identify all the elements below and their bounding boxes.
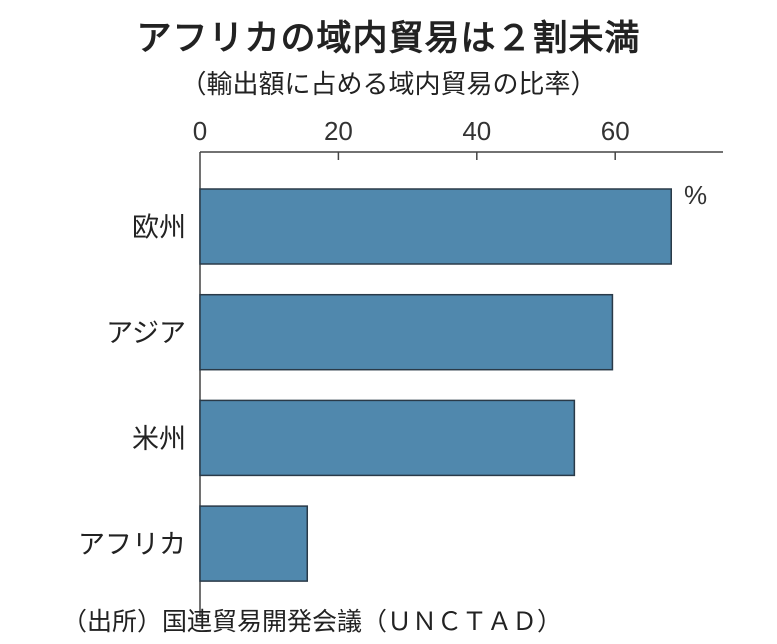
category-label: 欧州	[132, 213, 186, 244]
category-label: 米州	[132, 424, 186, 455]
chart-title: アフリカの域内貿易は２割未満	[136, 19, 641, 59]
bar-1	[199, 293, 614, 371]
x-tick-label: 20	[324, 116, 353, 146]
bar-0	[199, 188, 673, 265]
bar-3	[199, 505, 309, 582]
unit-label: %	[684, 180, 707, 210]
chart-subtitle: （輸出額に占める域内貿易の比率）	[180, 70, 597, 100]
x-tick-label: 40	[462, 116, 491, 146]
source-note: （出所）国連貿易開発会議（ＵＮＣＴＡＤ）	[62, 607, 563, 636]
x-tick-label: 0	[193, 116, 207, 146]
x-tick-label: 60	[601, 116, 630, 146]
category-label: アフリカ	[78, 530, 186, 561]
bar-2	[199, 399, 576, 477]
category-label: アジア	[106, 318, 186, 349]
